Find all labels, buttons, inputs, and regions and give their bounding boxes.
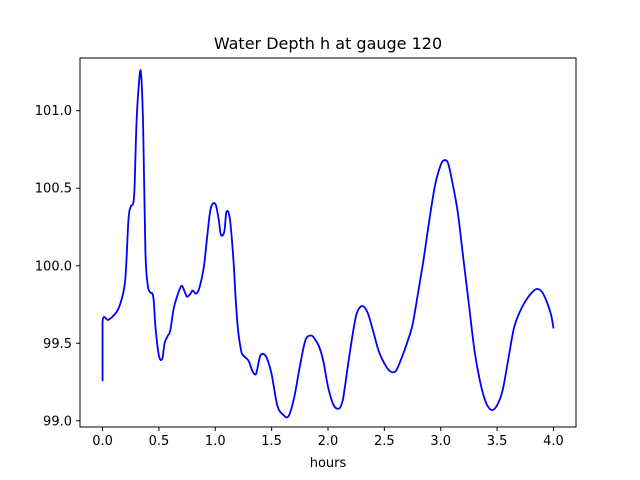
x-tick-label: 4.0 [543,434,564,449]
x-tick-label: 0.0 [92,434,113,449]
series-layer [101,69,555,419]
chart-title: Water Depth h at gauge 120 [214,34,442,53]
x-tick-label: 2.5 [374,434,395,449]
y-tick-label: 99.0 [43,414,72,429]
series-line-0 [101,69,555,419]
plot-frame [79,57,577,428]
y-tick-label: 99.5 [43,337,72,352]
y-tick-label: 100.0 [35,259,72,274]
x-tick-label: 0.5 [149,434,170,449]
y-tick-label: 100.5 [35,182,72,197]
x-tick-label: 1.0 [205,434,226,449]
y-axis: 99.0 99.5 100.0 100.5 101.0 [35,104,80,429]
x-tick-label: 3.0 [430,434,451,449]
plot-area [80,58,576,427]
x-axis-label: hours [310,456,347,471]
x-axis: 0.0 0.5 1.0 1.5 2.0 2.5 3.0 3.5 4.0 [92,427,564,449]
x-tick-label: 1.5 [261,434,282,449]
y-tick-label: 101.0 [35,104,72,119]
x-tick-label: 3.5 [487,434,508,449]
x-tick-label: 2.0 [318,434,339,449]
